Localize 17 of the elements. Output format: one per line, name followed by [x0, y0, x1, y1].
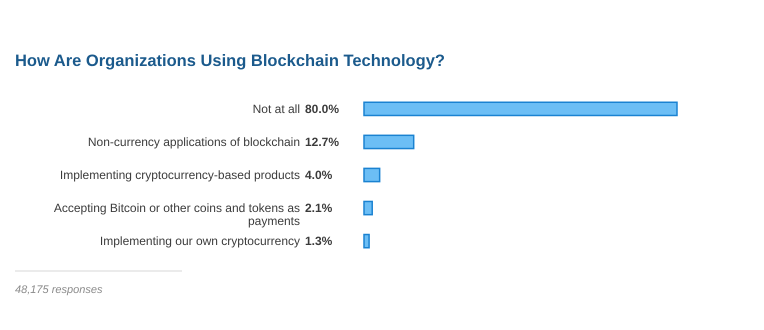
data-label: 12.7%	[305, 134, 340, 149]
bar	[363, 102, 678, 116]
bar	[363, 168, 380, 182]
y-tick-label: Not at all	[252, 102, 300, 116]
y-tick-label: Implementing our own cryptocurrency	[100, 234, 300, 248]
y-tick-label: Implementing cryptocurrency-based products	[60, 168, 300, 182]
bar	[363, 200, 373, 216]
data-label: 4.0%	[305, 168, 333, 182]
data-label: 2.1%	[305, 201, 333, 216]
y-tick-label: Accepting Bitcoin or other coins and tokens as payments	[54, 201, 300, 228]
bar	[363, 134, 414, 150]
bar	[363, 234, 370, 248]
data-label: 80.0%	[305, 102, 340, 116]
y-tick-label: Non-currency applications of blockchain	[88, 134, 300, 149]
text: 48,175 responses	[15, 284, 103, 296]
text: How Are Organizations Using Blockchain Technology?	[15, 52, 445, 70]
data-label: 1.3%	[305, 234, 333, 248]
